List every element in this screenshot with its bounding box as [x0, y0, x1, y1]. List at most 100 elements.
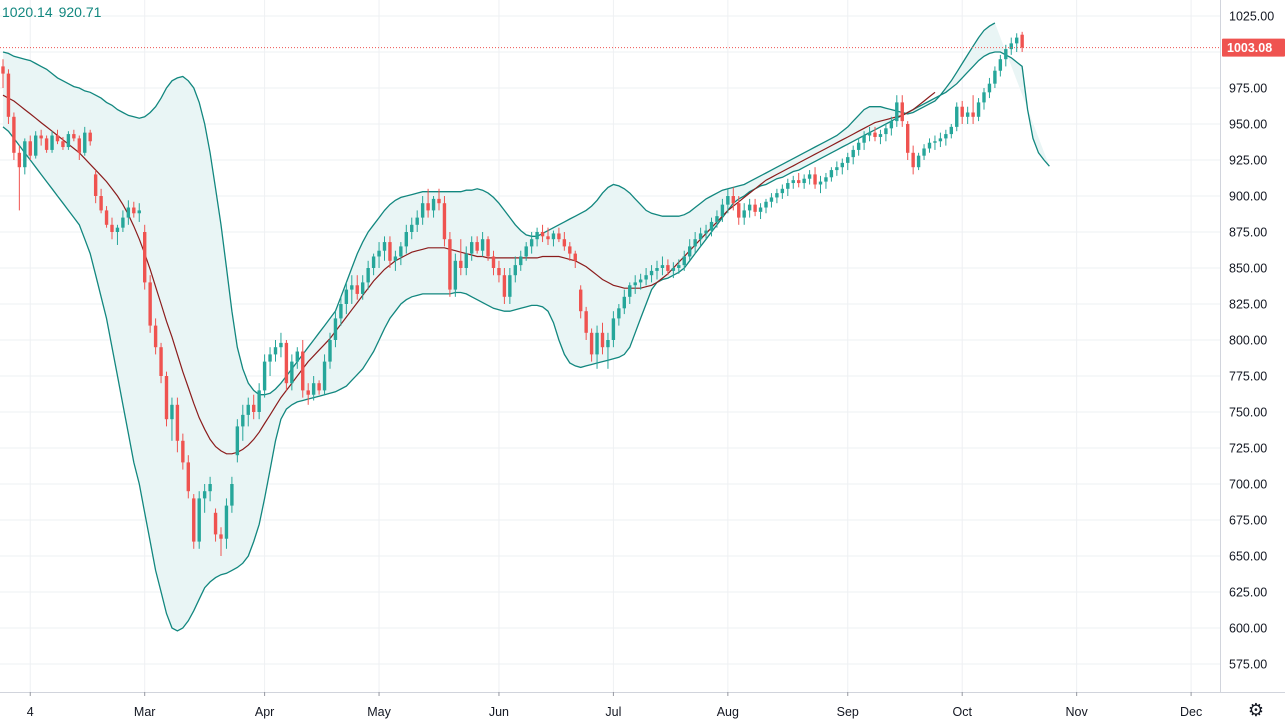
- candle-body: [600, 332, 605, 348]
- candle: [132, 201, 136, 218]
- candle-body: [726, 196, 730, 205]
- candle-body: [137, 210, 141, 214]
- candle-body: [982, 92, 986, 103]
- candle-body: [933, 141, 937, 143]
- candle-body: [813, 174, 817, 185]
- candle: [916, 152, 921, 171]
- candle-body: [377, 250, 381, 257]
- candle-body: [502, 275, 507, 297]
- candle: [175, 397, 180, 453]
- candle: [813, 167, 817, 189]
- candle: [115, 224, 120, 245]
- candle-body: [88, 132, 92, 142]
- candle-body: [965, 112, 970, 117]
- candle-body: [192, 498, 196, 542]
- candle: [72, 129, 76, 142]
- candle-body: [170, 404, 174, 420]
- candle-body: [410, 224, 414, 232]
- candle: [922, 144, 926, 160]
- candle-body: [202, 491, 207, 499]
- candle: [818, 175, 823, 194]
- candle-body: [61, 141, 65, 148]
- candle: [257, 383, 261, 420]
- candle-body: [835, 167, 839, 171]
- candle-body: [775, 193, 779, 198]
- time-axis[interactable]: 4 Mar Apr May Jun Jul Aug Sep Oct Nov Dec: [27, 692, 1202, 719]
- settings-gear-icon[interactable]: ⚙: [1247, 700, 1265, 720]
- candle: [551, 230, 556, 247]
- candle: [186, 455, 190, 499]
- candle-body: [290, 361, 294, 384]
- candle: [279, 332, 283, 358]
- candle-body: [540, 232, 545, 237]
- candle-body: [437, 198, 441, 204]
- candle: [39, 129, 43, 146]
- candle-body: [93, 174, 98, 196]
- candle: [927, 138, 932, 153]
- candle: [202, 484, 207, 513]
- candle-body: [655, 268, 659, 271]
- candle: [753, 198, 757, 217]
- price-axis[interactable]: 1025.001000.00975.00950.00925.00900.0087…: [1229, 10, 1274, 672]
- candle-body: [895, 102, 899, 122]
- candle: [491, 250, 496, 276]
- candle: [660, 256, 665, 276]
- upper-band-value: 1020.14: [2, 4, 53, 20]
- candle-body: [780, 188, 785, 194]
- candle-body: [960, 106, 964, 117]
- candle: [835, 161, 839, 176]
- candle: [235, 419, 240, 463]
- candle-body: [442, 203, 447, 240]
- candle: [655, 260, 659, 280]
- candle-body: [159, 347, 163, 376]
- candle: [213, 508, 218, 542]
- candle: [726, 188, 730, 214]
- candle: [230, 476, 234, 513]
- candle-body: [742, 210, 746, 218]
- price-tick-label: 625.00: [1229, 586, 1267, 600]
- candle: [889, 116, 894, 136]
- candle: [535, 227, 539, 247]
- candle-body: [77, 138, 81, 153]
- candle-body: [807, 174, 812, 179]
- candle-body: [34, 135, 38, 156]
- candle-body: [273, 347, 278, 355]
- candle: [775, 188, 779, 204]
- candle: [110, 217, 114, 240]
- candle: [895, 95, 899, 127]
- candle: [884, 124, 888, 142]
- candle-body: [791, 180, 795, 184]
- candle-body: [431, 198, 436, 211]
- candle: [769, 193, 774, 208]
- candle: [148, 275, 152, 333]
- candle: [911, 145, 915, 175]
- candle-body: [186, 462, 190, 492]
- candle: [143, 224, 147, 290]
- price-tick-label: 900.00: [1229, 190, 1267, 204]
- candle: [208, 476, 212, 502]
- candle-body: [862, 135, 866, 143]
- candle: [693, 232, 697, 254]
- candle: [121, 210, 125, 232]
- candle-body: [856, 142, 861, 150]
- candle: [311, 376, 316, 401]
- candle-body: [306, 390, 310, 395]
- candle-body: [361, 282, 365, 294]
- candle-body: [987, 83, 992, 93]
- candle-body: [257, 390, 261, 412]
- candle: [704, 224, 708, 240]
- candle: [17, 145, 22, 211]
- candle: [497, 260, 501, 283]
- candle: [933, 135, 937, 150]
- candle-body: [551, 233, 556, 240]
- time-tick-label: Oct: [952, 705, 972, 719]
- candle-body: [955, 106, 959, 127]
- candle: [698, 227, 703, 247]
- candle-body: [737, 203, 741, 218]
- candle-body: [993, 70, 997, 84]
- candle: [23, 138, 27, 175]
- candle: [415, 210, 419, 232]
- candle-body: [927, 142, 932, 149]
- candle: [851, 145, 855, 165]
